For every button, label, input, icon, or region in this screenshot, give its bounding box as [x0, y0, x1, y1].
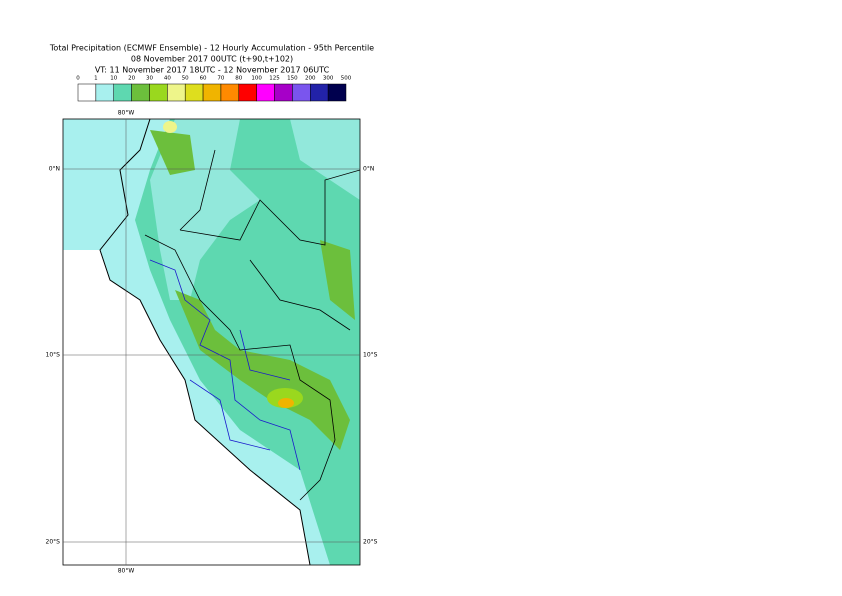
legend-label: 40 [164, 76, 171, 82]
legend-label: 0 [76, 76, 80, 82]
legend-label: 10 [110, 76, 117, 82]
legend-label: 50 [182, 76, 189, 82]
north-band [290, 119, 360, 200]
legend-label: 100 [251, 76, 262, 82]
valid-time: VT: 11 November 2017 18UTC - 12 November… [95, 66, 330, 75]
regions [149, 259, 301, 471]
rain-area [320, 240, 355, 320]
latitude-label: 0°N [363, 166, 374, 173]
legend-label: 1 [94, 76, 98, 82]
legend-label: 150 [287, 76, 298, 82]
longitude-label: 80°W [118, 568, 135, 575]
latitude-label: 20°S [363, 539, 378, 546]
coastal-band [100, 119, 330, 565]
legend-swatch [77, 83, 97, 102]
legend-label: 80 [235, 76, 242, 82]
legend-swatch [184, 83, 204, 102]
legend-label: 200 [305, 76, 316, 82]
legend-label: 60 [200, 76, 207, 82]
legend-swatch [292, 83, 311, 102]
map-frame [62, 118, 361, 566]
legend-label: 30 [146, 76, 153, 82]
legend: 0 1 10 20 30 40 50 60 70 80 100 125 150 200 300 500 [76, 76, 352, 102]
legend-swatch [256, 83, 275, 102]
rain-core [278, 398, 294, 408]
legend-swatch [149, 83, 168, 102]
rain-core [163, 121, 177, 133]
legend-swatch [113, 83, 132, 102]
legend-swatch [95, 83, 114, 102]
map [63, 119, 360, 565]
legend-label: 500 [341, 76, 352, 82]
rain-area [150, 130, 195, 175]
legend-swatch [238, 83, 257, 102]
latitude-label: 10°S [363, 352, 378, 359]
legend-swatch [220, 83, 240, 102]
title: Total Precipitation (ECMWF Ensemble) - 1… [49, 44, 374, 53]
legend-swatch [310, 83, 329, 102]
coastline [99, 119, 311, 565]
longitude-label: 80°W [118, 110, 135, 117]
legend-label: 20 [128, 76, 135, 82]
graticule: 0°N 0°N 10°S 10°S 20°S 20°S 80°W 80°W [46, 110, 378, 575]
legend-swatch [202, 83, 222, 102]
latitude-label: 10°S [46, 352, 61, 359]
rain-area [175, 290, 350, 450]
legend-swatch [327, 83, 347, 102]
legend-swatch [167, 83, 186, 102]
latitude-label: 20°S [46, 539, 61, 546]
ocean-precip [63, 119, 150, 250]
legend-swatch [131, 83, 150, 102]
legend-swatch [274, 83, 293, 102]
base-time: 08 November 2017 00UTC (t+90,t+102) [131, 55, 293, 64]
borders [144, 149, 360, 501]
legend-label: 125 [269, 76, 280, 82]
legend-label: 70 [217, 76, 224, 82]
latitude-label: 0°N [49, 166, 60, 173]
ocean [63, 119, 310, 565]
legend-label: 300 [323, 76, 334, 82]
